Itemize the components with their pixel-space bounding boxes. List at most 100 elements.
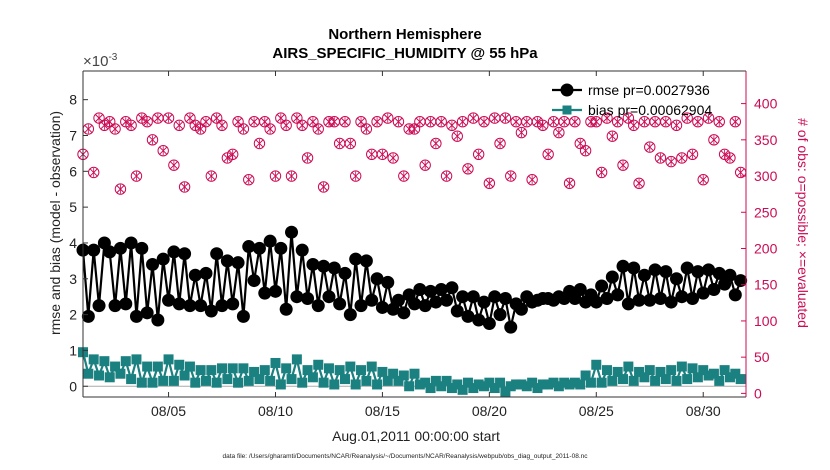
bias-point <box>318 377 329 388</box>
obs-point <box>371 116 383 128</box>
rmse-point <box>370 272 384 286</box>
bias-point <box>254 374 265 385</box>
obs-point <box>472 148 485 161</box>
rmse-point <box>124 236 138 250</box>
obs-point <box>210 112 223 124</box>
rmse-point <box>140 306 154 320</box>
bias-point <box>249 366 260 377</box>
rmse-point <box>354 299 368 313</box>
x-tick-label: 08/25 <box>579 403 614 419</box>
bias-point <box>356 365 367 376</box>
y-left-tick-label: 8 <box>69 92 77 108</box>
rmse-point <box>317 259 331 273</box>
obs-point <box>178 181 191 193</box>
bias-point <box>404 381 415 392</box>
bias-point <box>708 368 719 379</box>
bias-point <box>377 366 388 377</box>
rmse-point <box>413 283 427 297</box>
obs-point <box>398 170 410 182</box>
bias-point <box>730 368 741 379</box>
obs-possible-marker <box>130 170 143 182</box>
rmse-point <box>408 297 421 311</box>
obs-possible-marker <box>654 152 667 164</box>
bias-point <box>120 356 131 367</box>
obs-possible-marker <box>205 170 218 182</box>
bias-point <box>585 377 596 388</box>
obs-possible-marker <box>692 116 704 128</box>
rmse-point <box>178 247 192 261</box>
obs-possible-marker <box>339 116 351 128</box>
obs-possible-marker <box>430 137 442 150</box>
obs-point <box>114 183 127 195</box>
bias-point <box>243 375 254 386</box>
bias-point <box>596 377 607 388</box>
obs-possible-marker <box>440 170 453 182</box>
obs-point <box>708 134 720 146</box>
rmse-point <box>151 313 165 327</box>
obs-point <box>537 119 549 132</box>
obs-point <box>243 173 255 186</box>
bias-point <box>714 375 725 386</box>
obs-possible-marker <box>724 152 736 164</box>
rmse-point <box>156 252 170 266</box>
obs-possible-marker <box>146 134 159 146</box>
obs-point <box>296 119 308 132</box>
obs-point <box>200 116 212 128</box>
obs-possible-marker <box>579 144 592 157</box>
bias-point <box>259 365 270 376</box>
y-left-tick-label: 4 <box>69 235 77 251</box>
rmse-point <box>333 297 347 311</box>
obs-point <box>275 112 287 124</box>
obs-possible-marker <box>617 159 629 171</box>
obs-possible-marker <box>216 119 228 132</box>
obs-point <box>633 177 645 189</box>
obs-possible-marker <box>435 116 447 128</box>
rmse-series <box>76 225 748 334</box>
chart-title-line1: Northern Hemisphere <box>328 26 481 43</box>
obs-point <box>563 177 576 189</box>
obs-possible-marker <box>398 170 410 182</box>
obs-point <box>654 152 667 164</box>
rmse-point <box>167 245 181 259</box>
rmse-point <box>418 299 432 313</box>
obs-possible-marker <box>483 177 496 189</box>
obs-point <box>606 130 619 142</box>
bias-point <box>634 366 645 377</box>
bias-point <box>660 374 671 385</box>
rmse-point <box>723 268 737 282</box>
bias-point <box>302 365 313 376</box>
obs-possible-marker <box>419 159 431 171</box>
obs-point <box>259 116 271 128</box>
obs-point <box>617 159 629 171</box>
rmse-point <box>119 297 133 311</box>
legend-label-rmse: rmse pr=0.0027936 <box>588 82 710 98</box>
obs-point <box>285 170 298 182</box>
rmse-point <box>210 247 224 261</box>
rmse-point <box>113 241 127 255</box>
bias-point <box>152 361 163 372</box>
obs-possible-marker <box>665 155 677 168</box>
obs-possible-marker <box>109 123 121 135</box>
rmse-point <box>327 261 341 275</box>
obs-possible-marker <box>275 112 287 124</box>
obs-possible-marker <box>537 119 549 132</box>
obs-possible-marker <box>194 123 207 135</box>
obs-possible-marker <box>307 116 319 128</box>
obs-point <box>686 148 699 161</box>
rmse-point <box>616 259 630 273</box>
rmse-point <box>349 252 363 266</box>
obs-possible-marker <box>317 181 330 193</box>
rmse-point <box>424 284 438 298</box>
y-right-tick-label: 300 <box>754 168 778 184</box>
y-left-tick-label: 2 <box>69 307 77 323</box>
obs-point <box>724 152 736 164</box>
obs-possible-marker <box>702 112 715 124</box>
bias-point <box>489 383 500 394</box>
obs-possible-marker <box>563 177 576 189</box>
bias-point <box>94 370 105 381</box>
obs-possible-marker <box>382 112 394 124</box>
bias-point <box>99 356 110 367</box>
obs-point <box>387 152 399 164</box>
rmse-point <box>434 283 448 297</box>
obs-possible-marker <box>590 116 602 128</box>
